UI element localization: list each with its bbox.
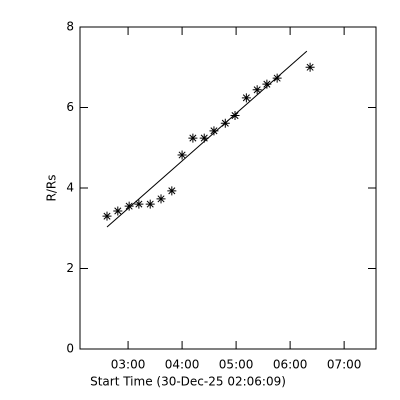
point xyxy=(305,62,315,72)
y-tick-label: 4 xyxy=(66,181,74,195)
point xyxy=(145,199,155,209)
point xyxy=(124,201,134,211)
fit-line xyxy=(106,50,308,228)
point xyxy=(252,85,262,95)
x-tick-label: 07:00 xyxy=(327,358,362,372)
point xyxy=(134,199,144,209)
x-tick-label: 06:00 xyxy=(273,358,308,372)
point xyxy=(262,79,272,89)
plot-frame xyxy=(79,26,377,350)
point xyxy=(241,93,251,103)
x-tick-label: 04:00 xyxy=(165,358,200,372)
y-tick-label: 0 xyxy=(66,342,74,356)
point xyxy=(220,118,230,128)
point xyxy=(167,186,177,196)
point xyxy=(113,206,123,216)
y-tick-label: 8 xyxy=(66,20,74,34)
x-tick-label: 05:00 xyxy=(219,358,254,372)
y-axis-label: R/Rs xyxy=(45,175,59,202)
point xyxy=(156,194,166,204)
y-tick-label: 2 xyxy=(66,261,74,275)
point xyxy=(199,133,209,143)
point xyxy=(188,133,198,143)
y-tick-label: 6 xyxy=(66,100,74,114)
point xyxy=(177,150,187,160)
point xyxy=(230,111,240,121)
x-axis-label: Start Time (30-Dec-25 02:06:09) xyxy=(90,375,286,389)
x-tick-label: 03:00 xyxy=(111,358,146,372)
point xyxy=(209,126,219,136)
point xyxy=(272,73,282,83)
point xyxy=(102,211,112,221)
